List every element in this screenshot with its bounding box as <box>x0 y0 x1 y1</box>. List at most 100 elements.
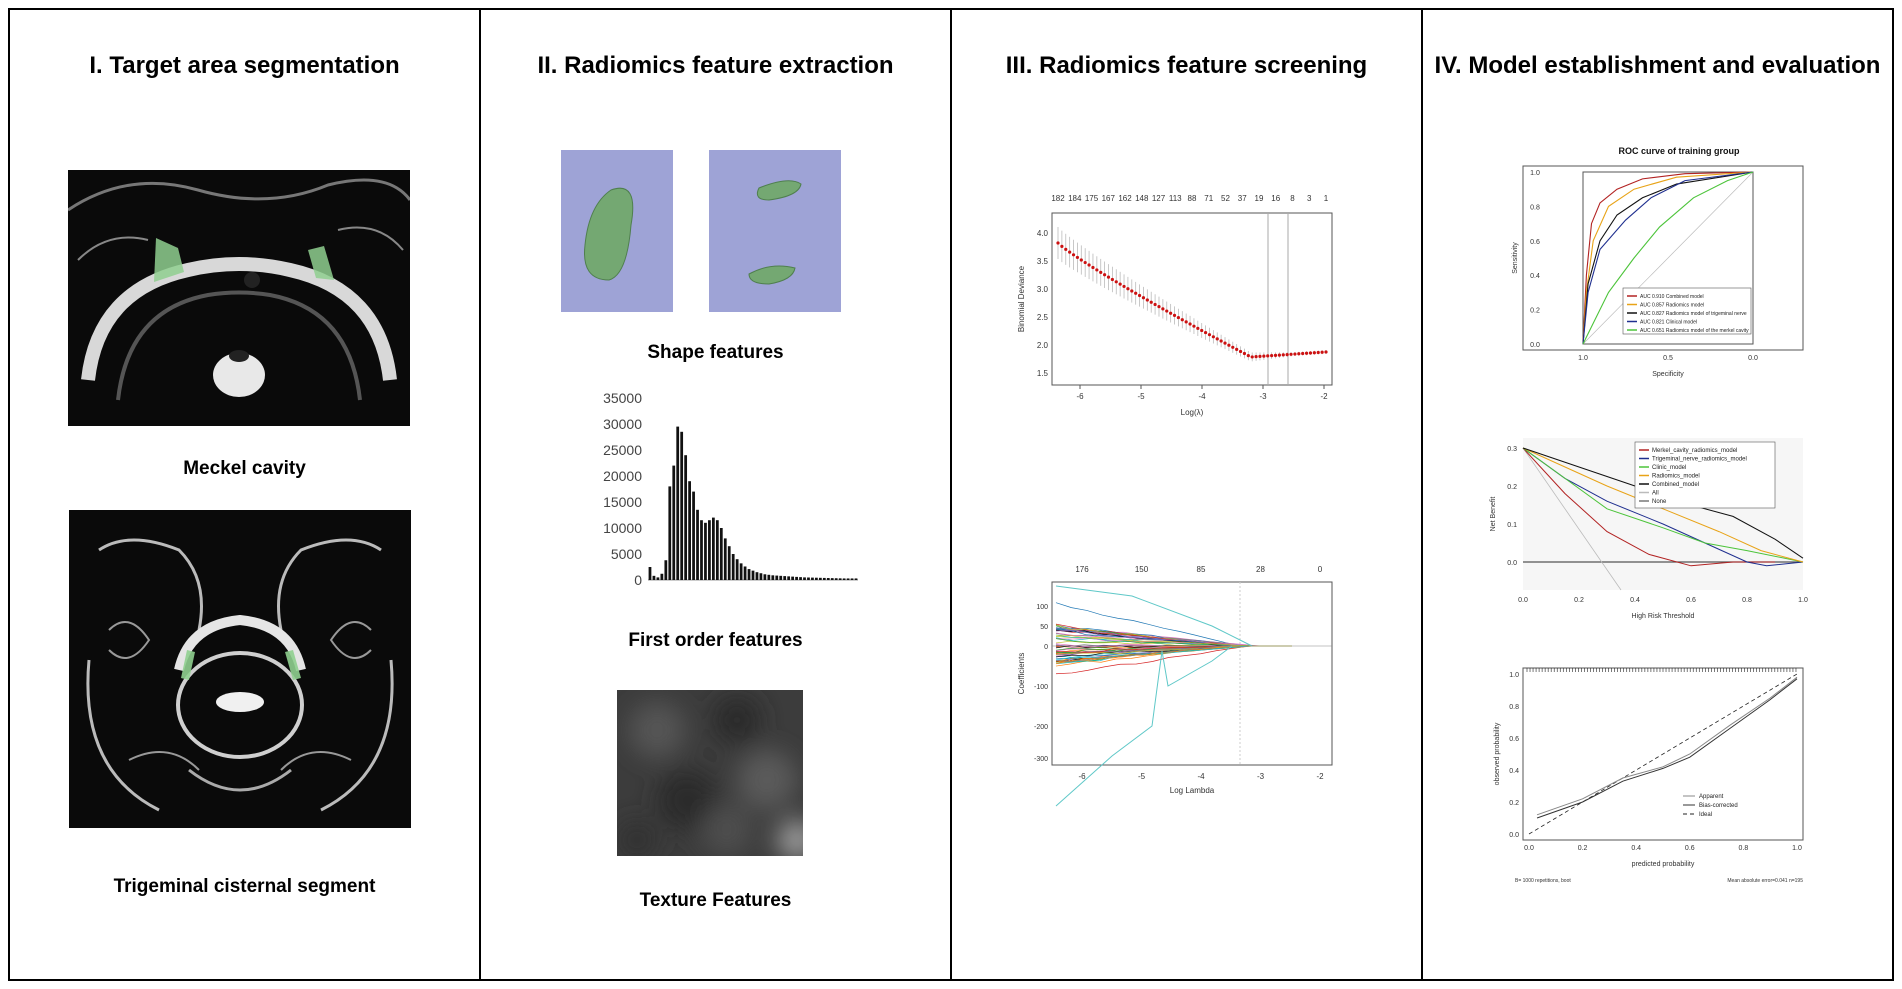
histogram-bar <box>656 577 660 580</box>
cv-point <box>1079 258 1083 262</box>
dca-curve <box>1522 447 1804 563</box>
calib-x-tick: 0.2 <box>1578 845 1588 852</box>
coef-top-tick: 0 <box>1318 565 1323 574</box>
coef-path <box>1055 585 1253 647</box>
cv-point <box>1130 289 1134 293</box>
dca-legend-box <box>1634 441 1776 509</box>
roc-curve <box>1582 171 1754 345</box>
roc-x-label: Specificity <box>1652 371 1684 378</box>
dca-y-tick: 0.3 <box>1507 446 1517 453</box>
roc-curve <box>1582 171 1754 345</box>
calib-y-tick: 1.0 <box>1509 672 1519 679</box>
cv-top-tick: 184 <box>1068 194 1082 203</box>
cv-point <box>1188 322 1192 326</box>
dca-legend-label: Clinic_model <box>1652 465 1686 471</box>
panel-title: III. Radiomics feature screening <box>1005 52 1368 79</box>
histogram-bar <box>688 481 691 580</box>
roc-y-tick: 0.2 <box>1530 308 1540 315</box>
cv-point <box>1192 324 1196 328</box>
caption-trigeminal-cisternal: Trigeminal cisternal segment <box>113 876 376 897</box>
coef-path <box>1055 602 1292 647</box>
histogram-bar <box>783 576 787 580</box>
calib-y-tick: 0.8 <box>1509 704 1519 711</box>
histogram-y-tick: 10000 <box>603 520 642 536</box>
coef-y-tick: 50 <box>1040 624 1048 631</box>
cv-point <box>1262 354 1266 358</box>
cv-point <box>1320 350 1324 354</box>
coef-path <box>1055 645 1292 655</box>
histogram-bar <box>815 577 818 580</box>
cv-point <box>1304 351 1309 355</box>
histogram-bar <box>807 577 810 580</box>
shape-render-pair <box>709 150 841 312</box>
calib-footer-left: B= 1000 repetitions, boot <box>1515 878 1571 884</box>
roc-y-tick: 0.8 <box>1530 204 1540 211</box>
cv-point <box>1087 263 1091 267</box>
cv-point <box>1157 305 1161 309</box>
cv-point <box>1075 255 1080 260</box>
cv-point <box>1114 280 1118 284</box>
histogram-bar <box>672 465 676 580</box>
dca-y-label: Net Benefit <box>1490 497 1497 532</box>
cv-x-tick: -2 <box>1320 392 1328 401</box>
dca-x-tick: 0.2 <box>1574 597 1584 604</box>
roc-curve <box>1582 171 1754 345</box>
dca-y-tick: 0.2 <box>1507 484 1517 491</box>
coef-y-label: Coefficients <box>1017 653 1026 695</box>
coef-path <box>1055 645 1233 807</box>
calib-ideal-line <box>1528 673 1798 835</box>
coef-path <box>1055 628 1292 647</box>
dca-x-tick: 1.0 <box>1798 597 1808 604</box>
histogram-bar <box>660 573 664 580</box>
cv-point <box>1242 351 1247 356</box>
histogram-bar <box>791 576 795 580</box>
cv-point <box>1068 250 1072 254</box>
calib-x-tick: 0.0 <box>1524 845 1534 852</box>
histogram-bar <box>668 486 672 580</box>
cv-point <box>1161 307 1165 311</box>
dca-legend-label: All <box>1652 491 1659 497</box>
cv-point <box>1083 260 1087 265</box>
histogram-bar <box>700 520 703 580</box>
histogram-bar <box>711 517 715 580</box>
cv-point <box>1126 287 1130 291</box>
cv-point <box>1215 337 1219 341</box>
cv-point <box>1285 352 1289 357</box>
histogram-bar <box>723 538 727 580</box>
histogram-y-tick: 15000 <box>603 494 642 510</box>
panel-title: IV. Model establishment and evaluation <box>1434 52 1881 79</box>
cv-y-tick: 3.5 <box>1037 257 1049 266</box>
cv-point <box>1169 311 1173 315</box>
cv-point <box>1103 273 1107 277</box>
cv-point <box>1227 343 1231 347</box>
cv-point <box>1273 353 1278 357</box>
histogram-bar <box>719 528 723 580</box>
lasso-cv-plot: 182 184 175 167 162 148 127 113 88 71 52 37 19 16 8 3 1 -… <box>1017 194 1333 417</box>
cv-top-tick: 19 <box>1255 194 1264 203</box>
calib-legend-label: Apparent <box>1699 794 1724 800</box>
cv-point <box>1281 353 1285 357</box>
cv-point <box>1122 284 1126 289</box>
calib-legend-label: Bias-corrected <box>1699 803 1738 809</box>
histogram-bar <box>803 577 806 580</box>
histogram-bar <box>818 577 822 580</box>
roc-plot: ROC curve of training group 1.0 0.8 0.6 0.4 0… <box>1512 146 1804 378</box>
calib-y-tick: 0.4 <box>1509 768 1519 775</box>
roc-curve <box>1582 171 1754 345</box>
cv-point <box>1223 341 1227 345</box>
panel-model-evaluation: IV. Model establishment and evaluation R… <box>1423 10 1892 979</box>
coef-x-tick: -5 <box>1138 772 1146 781</box>
cv-x-tick: -6 <box>1076 392 1084 401</box>
caption-first-order-features: First order features <box>628 630 803 651</box>
calib-x-label: predicted probability <box>1632 861 1695 868</box>
dca-legend-label: Merkel_cavity_radiomics_model <box>1652 448 1737 454</box>
coef-top-tick: 150 <box>1135 565 1149 574</box>
calib-y-label: observed probability <box>1494 722 1501 785</box>
dca-legend-label: Combined_model <box>1652 482 1699 488</box>
histogram-bar <box>652 575 656 580</box>
first-order-histogram: 35000 30000 25000 20000 15000 10000 5000 0 <box>603 390 858 588</box>
cv-point <box>1060 244 1064 248</box>
calib-y-tick: 0.2 <box>1509 800 1519 807</box>
meckel-cavity-mri-image <box>68 170 410 426</box>
coef-path <box>1055 645 1292 653</box>
